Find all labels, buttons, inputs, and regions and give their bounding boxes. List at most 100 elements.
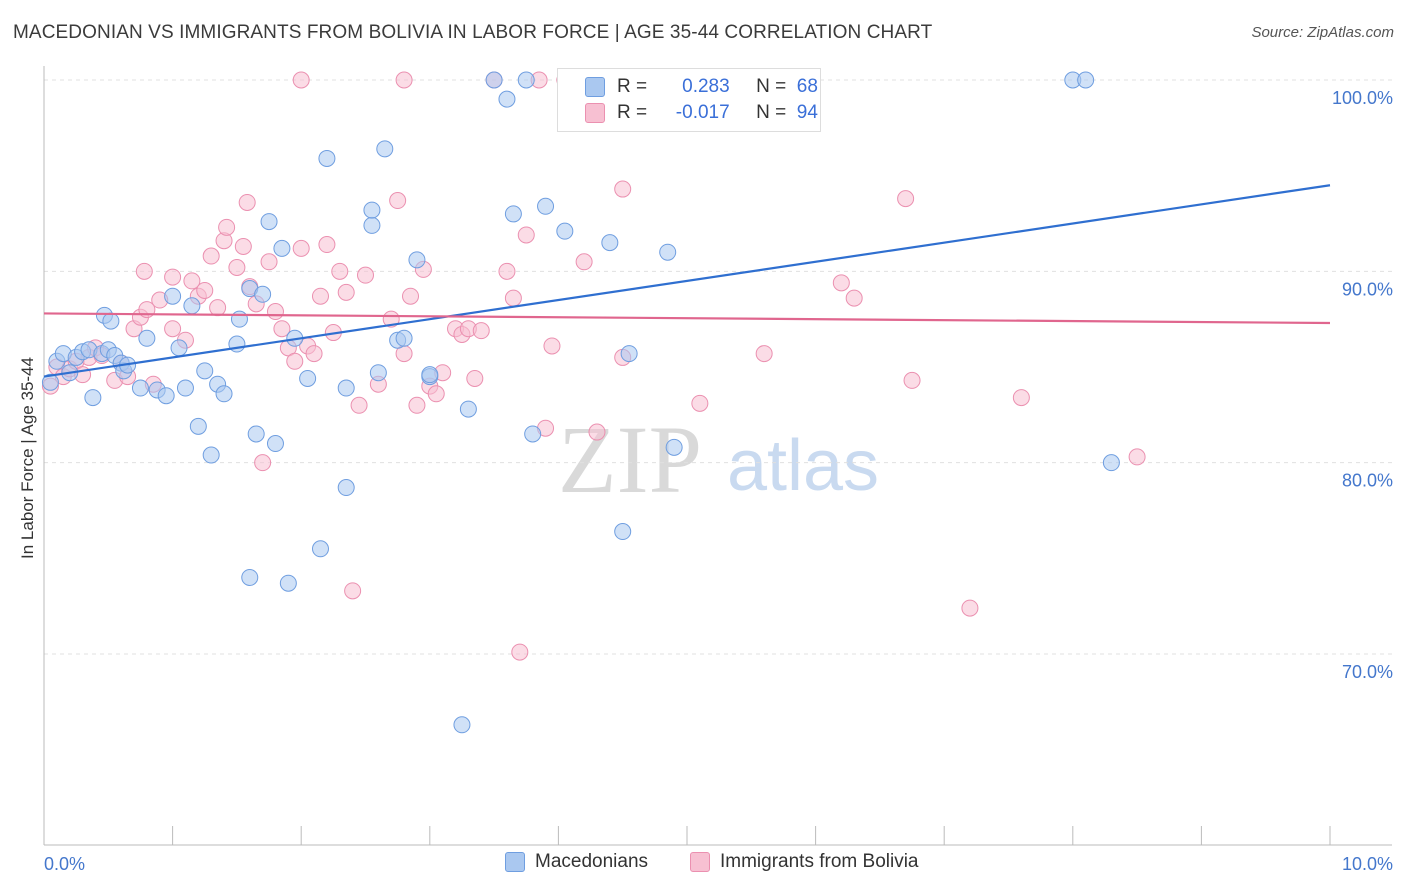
macedonian-point	[537, 197, 555, 215]
x-tick-label: 0.0%	[44, 854, 85, 874]
bolivia-point	[427, 385, 445, 403]
macedonian-point	[1102, 454, 1120, 472]
bolivia-point	[344, 582, 362, 600]
n-label: N =	[756, 76, 787, 97]
bolivia-point	[357, 266, 374, 284]
bolivia-point	[1012, 389, 1030, 407]
bolivia-point	[614, 180, 632, 198]
bolivia-point	[350, 396, 368, 414]
r-value: 0.283	[682, 76, 730, 97]
macedonian-point	[170, 339, 188, 357]
bolivia-point	[845, 289, 863, 307]
watermark-zip: ZIP	[558, 406, 702, 513]
macedonian-point	[453, 716, 471, 734]
y-tick-label: 70.0%	[1342, 662, 1393, 682]
n-value: 94	[796, 102, 818, 123]
macedonian-point	[485, 71, 503, 89]
macedonian-point	[164, 287, 182, 305]
stats-swatch-pink	[585, 103, 605, 123]
macedonian-point	[230, 310, 248, 328]
macedonian-point	[369, 364, 387, 382]
macedonian-point	[279, 574, 297, 592]
macedonian-trend-line	[43, 184, 1331, 378]
bolivia-point	[135, 262, 153, 280]
macedonian-point	[202, 446, 220, 464]
bolivia-point	[218, 218, 236, 236]
macedonian-point	[254, 285, 272, 303]
bolivia-point	[575, 253, 593, 271]
macedonian-point	[363, 201, 381, 219]
macedonian-point	[260, 213, 278, 231]
axes	[43, 66, 1392, 846]
macedonian-point	[524, 425, 542, 443]
bolivia-point	[164, 268, 182, 286]
macedonian-point	[41, 373, 59, 391]
bolivia-point	[292, 239, 310, 257]
source-label: Source: ZipAtlas.com	[1251, 24, 1394, 41]
macedonian-point	[620, 345, 638, 363]
bolivia-point	[164, 320, 182, 338]
macedonian-point	[659, 243, 677, 261]
macedonian-point	[311, 540, 329, 558]
bolivia-point	[337, 283, 355, 301]
stats-legend: R = 0.283 N = 68 R = -0.017 N = 94	[557, 68, 821, 132]
legend-swatch-blue	[505, 852, 525, 872]
legend-item-macedonians[interactable]: Macedonians	[505, 851, 648, 873]
bolivia-point	[511, 643, 529, 661]
macedonian-point	[363, 216, 381, 234]
bolivia-point	[395, 71, 413, 89]
stats-text-macedonians: R = 0.283 N = 68	[617, 76, 818, 98]
y-tick-label: 80.0%	[1342, 471, 1393, 491]
stats-swatch-blue	[585, 77, 605, 97]
legend-item-bolivia[interactable]: Immigrants from Bolivia	[690, 851, 919, 873]
bolivia-point	[832, 274, 850, 292]
bolivia-point	[266, 303, 284, 321]
macedonian-point	[665, 438, 683, 456]
macedonian-point	[1077, 71, 1095, 89]
r-label: R =	[617, 102, 648, 123]
x-tick-label: 10.0%	[1342, 854, 1393, 874]
bolivia-point	[691, 394, 709, 412]
macedonian-point	[215, 385, 233, 403]
macedonian-point	[131, 379, 149, 397]
bolivia-point	[498, 262, 516, 280]
bolivia-point	[286, 352, 304, 370]
macedonian-point	[247, 425, 265, 443]
bolivia-point	[543, 337, 561, 355]
legend-label-macedonians: Macedonians	[535, 851, 649, 872]
watermark-atlas: atlas	[727, 426, 879, 506]
macedonian-point	[614, 523, 632, 541]
bottom-legend: Macedonians Immigrants from Bolivia	[0, 851, 1406, 879]
bolivia-point	[755, 345, 773, 363]
bolivia-point	[209, 299, 227, 317]
macedonian-point	[337, 379, 355, 397]
macedonian-point	[601, 234, 619, 252]
bolivia-point	[903, 371, 921, 389]
y-tick-label: 90.0%	[1342, 279, 1393, 299]
macedonian-point	[376, 140, 394, 158]
bolivia-point	[588, 423, 606, 441]
macedonian-point	[498, 90, 516, 108]
bolivia-point	[305, 345, 323, 363]
watermark: ZIP atlas	[558, 406, 879, 513]
macedonian-point	[102, 312, 120, 330]
bolivia-point	[260, 253, 278, 271]
bolivia-trend-line	[43, 312, 1331, 325]
macedonian-point	[189, 417, 207, 435]
stats-text-bolivia: R = -0.017 N = 94	[617, 102, 818, 124]
bolivia-point	[897, 190, 915, 208]
legend-label-bolivia: Immigrants from Bolivia	[720, 851, 919, 872]
bolivia-point	[196, 281, 214, 299]
macedonian-point	[504, 205, 522, 223]
bolivia-point	[311, 287, 329, 305]
bolivia-point	[517, 226, 535, 244]
macedonian-point	[196, 362, 214, 380]
bolivia-point	[318, 236, 336, 254]
y-tick-label: 100.0%	[1332, 88, 1393, 108]
bolivia-point	[331, 262, 349, 280]
bolivia-point	[202, 247, 220, 265]
macedonian-point	[176, 379, 194, 397]
bolivia-point	[504, 289, 522, 307]
macedonian-point	[266, 435, 284, 453]
